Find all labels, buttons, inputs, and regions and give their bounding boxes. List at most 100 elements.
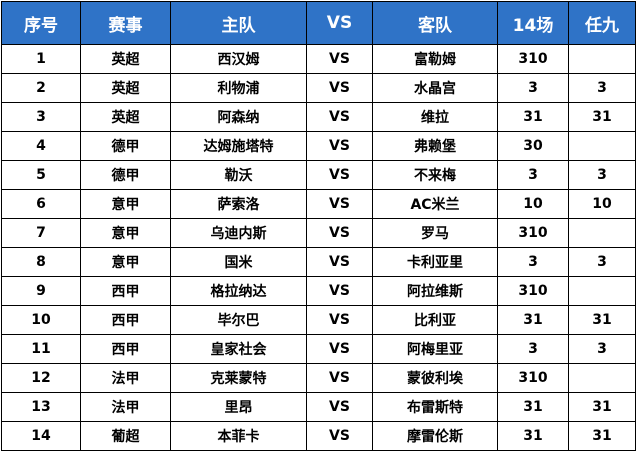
pick-14-cell: 31 bbox=[497, 421, 569, 451]
pick-9-cell: 31 bbox=[568, 305, 636, 335]
table-row: 11 西甲 皇家社会 VS 阿梅里亚 3 3 bbox=[1, 334, 636, 364]
away-team-cell: 摩雷伦斯 bbox=[372, 421, 498, 451]
column-header-away: 客队 bbox=[372, 1, 498, 45]
match-index-cell: 13 bbox=[1, 392, 81, 422]
table-row: 7 意甲 乌迪内斯 VS 罗马 310 bbox=[1, 218, 636, 248]
away-team-cell: 蒙彼利埃 bbox=[372, 363, 498, 393]
pick-9-cell: 3 bbox=[568, 160, 636, 190]
home-team-cell: 里昂 bbox=[170, 392, 307, 422]
match-index-cell: 14 bbox=[1, 421, 81, 451]
table-row: 3 英超 阿森纳 VS 维拉 31 31 bbox=[1, 102, 636, 132]
vs-cell: VS bbox=[306, 102, 373, 132]
pick-14-cell: 310 bbox=[497, 363, 569, 393]
table-row: 2 英超 利物浦 VS 水晶宫 3 3 bbox=[1, 73, 636, 103]
vs-cell: VS bbox=[306, 73, 373, 103]
home-team-cell: 萨索洛 bbox=[170, 189, 307, 219]
home-team-cell: 格拉纳达 bbox=[170, 276, 307, 306]
league-cell: 英超 bbox=[80, 102, 171, 132]
league-cell: 意甲 bbox=[80, 218, 171, 248]
table-row: 4 德甲 达姆施塔特 VS 弗赖堡 30 bbox=[1, 131, 636, 161]
away-team-cell: AC米兰 bbox=[372, 189, 498, 219]
home-team-cell: 利物浦 bbox=[170, 73, 307, 103]
home-team-cell: 勒沃 bbox=[170, 160, 307, 190]
home-team-cell: 阿森纳 bbox=[170, 102, 307, 132]
header-row: 序号 赛事 主队 VS 客队 14场 任九 bbox=[1, 1, 636, 45]
pick-14-cell: 31 bbox=[497, 102, 569, 132]
away-team-cell: 水晶宫 bbox=[372, 73, 498, 103]
away-team-cell: 维拉 bbox=[372, 102, 498, 132]
away-team-cell: 罗马 bbox=[372, 218, 498, 248]
pick-14-cell: 10 bbox=[497, 189, 569, 219]
home-team-cell: 乌迪内斯 bbox=[170, 218, 307, 248]
match-index-cell: 6 bbox=[1, 189, 81, 219]
pick-14-cell: 310 bbox=[497, 218, 569, 248]
away-team-cell: 弗赖堡 bbox=[372, 131, 498, 161]
league-cell: 意甲 bbox=[80, 247, 171, 277]
league-cell: 英超 bbox=[80, 44, 171, 74]
table-row: 10 西甲 毕尔巴 VS 比利亚 31 31 bbox=[1, 305, 636, 335]
match-index-cell: 5 bbox=[1, 160, 81, 190]
pick-14-cell: 30 bbox=[497, 131, 569, 161]
pick-9-cell: 31 bbox=[568, 421, 636, 451]
home-team-cell: 西汉姆 bbox=[170, 44, 307, 74]
league-cell: 英超 bbox=[80, 73, 171, 103]
match-index-cell: 4 bbox=[1, 131, 81, 161]
pick-9-cell: 3 bbox=[568, 334, 636, 364]
away-team-cell: 阿梅里亚 bbox=[372, 334, 498, 364]
pick-14-cell: 310 bbox=[497, 44, 569, 74]
table-row: 1 英超 西汉姆 VS 富勒姆 310 bbox=[1, 44, 636, 74]
away-team-cell: 卡利亚里 bbox=[372, 247, 498, 277]
fixtures-body: 1 英超 西汉姆 VS 富勒姆 310 2 英超 利物浦 VS 水晶宫 3 3 3 英超 阿森纳 VS 维拉 31 3… bbox=[1, 44, 636, 451]
league-cell: 葡超 bbox=[80, 421, 171, 451]
pick-9-cell: 31 bbox=[568, 392, 636, 422]
match-index-cell: 8 bbox=[1, 247, 81, 277]
away-team-cell: 布雷斯特 bbox=[372, 392, 498, 422]
pick-9-cell: 31 bbox=[568, 102, 636, 132]
vs-cell: VS bbox=[306, 392, 373, 422]
vs-cell: VS bbox=[306, 276, 373, 306]
column-header-home: 主队 bbox=[170, 1, 307, 45]
home-team-cell: 皇家社会 bbox=[170, 334, 307, 364]
pick-9-cell bbox=[568, 363, 636, 393]
home-team-cell: 克莱蒙特 bbox=[170, 363, 307, 393]
table-row: 8 意甲 国米 VS 卡利亚里 3 3 bbox=[1, 247, 636, 277]
vs-cell: VS bbox=[306, 160, 373, 190]
vs-cell: VS bbox=[306, 421, 373, 451]
home-team-cell: 国米 bbox=[170, 247, 307, 277]
column-header-league: 赛事 bbox=[80, 1, 171, 45]
pick-9-cell bbox=[568, 276, 636, 306]
away-team-cell: 不来梅 bbox=[372, 160, 498, 190]
pick-9-cell: 3 bbox=[568, 247, 636, 277]
column-header-pick14: 14场 bbox=[497, 1, 569, 45]
table-row: 12 法甲 克莱蒙特 VS 蒙彼利埃 310 bbox=[1, 363, 636, 393]
pick-14-cell: 31 bbox=[497, 305, 569, 335]
vs-cell: VS bbox=[306, 218, 373, 248]
league-cell: 西甲 bbox=[80, 334, 171, 364]
pick-14-cell: 310 bbox=[497, 276, 569, 306]
vs-cell: VS bbox=[306, 131, 373, 161]
table-row: 9 西甲 格拉纳达 VS 阿拉维斯 310 bbox=[1, 276, 636, 306]
league-cell: 西甲 bbox=[80, 305, 171, 335]
column-header-index: 序号 bbox=[1, 1, 81, 45]
away-team-cell: 富勒姆 bbox=[372, 44, 498, 74]
league-cell: 德甲 bbox=[80, 131, 171, 161]
match-index-cell: 3 bbox=[1, 102, 81, 132]
table-row: 6 意甲 萨索洛 VS AC米兰 10 10 bbox=[1, 189, 636, 219]
match-index-cell: 2 bbox=[1, 73, 81, 103]
home-team-cell: 毕尔巴 bbox=[170, 305, 307, 335]
vs-cell: VS bbox=[306, 305, 373, 335]
away-team-cell: 比利亚 bbox=[372, 305, 498, 335]
match-index-cell: 1 bbox=[1, 44, 81, 74]
pick-14-cell: 3 bbox=[497, 247, 569, 277]
vs-cell: VS bbox=[306, 44, 373, 74]
pick-14-cell: 3 bbox=[497, 160, 569, 190]
match-index-cell: 12 bbox=[1, 363, 81, 393]
away-team-cell: 阿拉维斯 bbox=[372, 276, 498, 306]
vs-cell: VS bbox=[306, 334, 373, 364]
vs-cell: VS bbox=[306, 363, 373, 393]
league-cell: 法甲 bbox=[80, 392, 171, 422]
league-cell: 意甲 bbox=[80, 189, 171, 219]
pick-14-cell: 3 bbox=[497, 334, 569, 364]
pick-14-cell: 3 bbox=[497, 73, 569, 103]
